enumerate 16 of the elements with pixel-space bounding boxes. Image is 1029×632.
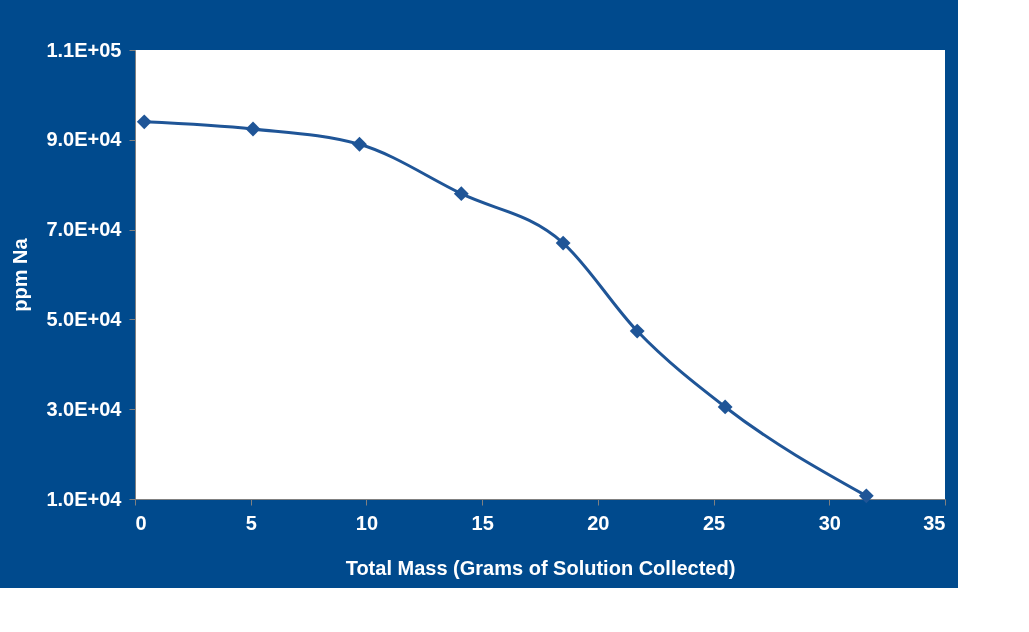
x-tick-label: 20: [587, 511, 610, 534]
y-axis-title: ppm Na: [9, 237, 32, 312]
y-tick-label: 5.0E+04: [46, 307, 123, 330]
x-tick-label: 5: [245, 511, 257, 534]
y-tick-label: 3.0E+04: [46, 397, 123, 420]
x-tick-label: 35: [923, 511, 946, 534]
y-tick-label: 7.0E+04: [46, 218, 123, 241]
x-tick-label: 10: [355, 511, 379, 534]
y-tick-label: 1.0E+04: [46, 487, 123, 510]
x-tick-label: 15: [471, 511, 494, 534]
y-tick-label: 9.0E+04: [46, 128, 123, 151]
x-axis-title: Total Mass (Grams of Solution Collected): [345, 556, 736, 579]
x-tick-label: 0: [135, 511, 147, 534]
x-tick-label: 25: [702, 511, 726, 534]
x-tick-label: 30: [818, 511, 841, 534]
y-tick-label: 1.1E+05: [46, 38, 122, 61]
